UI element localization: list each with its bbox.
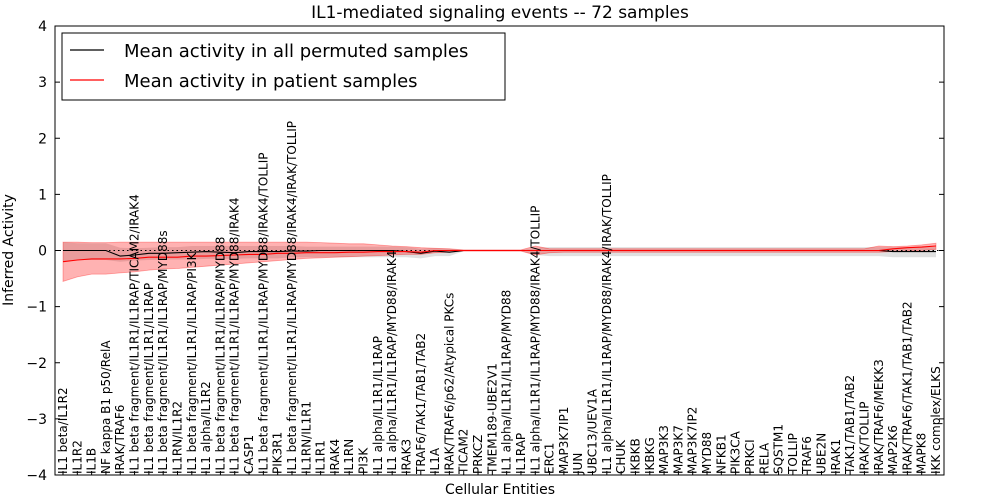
x-tick-label: PIK3CA [729,430,743,474]
x-tick-label: ERC1 [543,443,557,474]
x-tick-label: TRAF6 [800,436,814,475]
x-tick-label: TAK1/TAB1/TAB2 [843,375,857,475]
y-tick-label: −3 [26,412,47,428]
x-tick-label: IL1 beta fragment/IL1R1/IL1RAP/TICAM2/IR… [128,194,142,474]
x-tick-label: IL1B [85,448,99,474]
x-tick-label: IL1RAP [514,433,528,474]
y-tick-label: −2 [26,356,47,372]
band-permuted [63,242,936,262]
x-tick-label: PRKCZ [471,435,485,474]
x-tick-label: IL1 beta fragment/IL1R1/IL1RAP/MYD88/IRA… [228,197,242,474]
plot-frame [54,25,945,476]
x-axis-label: Cellular Entities [445,482,555,498]
x-tick-label: IL1 beta/IL1R2 [56,387,70,474]
x-tick-label: PIK3R1 [271,432,285,474]
y-tick-label: 0 [38,244,47,260]
x-tick-label: IL1 beta fragment/IL1R1/IL1RAP/MYD88s [156,230,170,474]
x-tick-label: IL1 alpha/IL1R2 [199,381,213,474]
x-tick-label: IRAK3 [400,439,414,474]
x-tick-label: IKBKG [643,437,657,474]
x-tick-label: MAP3K3 [657,425,671,474]
x-tick-label: IRAK/TOLLIP [857,402,871,474]
x-tick-label: IRAK/TRAF6/MEKK3 [872,359,886,474]
x-tick-label: TRAF6/TAK1/TAB1/TAB2 [414,333,428,475]
x-tick-label: IL1RN/IL1R1 [299,401,313,474]
x-tick-label: IRAK/TRAF6 [113,405,127,474]
chart-title: IL1-mediated signaling events -- 72 samp… [311,3,689,23]
x-tick-label: CASP1 [242,435,256,474]
x-tick-label: IL1RN/IL1R2 [171,401,185,474]
x-tick-label: IL1 beta fragment/IL1R1/IL1RAP/MYD88/IRA… [256,153,270,474]
x-tick-label: NF kappa B1 p50/RelA [99,340,113,474]
y-tick-label: 3 [38,75,47,91]
x-tick-label: IL1A [428,447,442,474]
series-line-patient [62,245,937,263]
x-tick-label: NFKB1 [714,434,728,474]
x-tick-label: IRAK/TRAF6/p62/Atypical PKCs [442,293,456,474]
x-tick-label: MYD88 [700,432,714,474]
x-tick-label: TICAM2 [457,429,471,475]
x-tick-label: IL1 alpha/IL1R1/IL1RAP/MYD88/IRAK4/TOLLI… [528,206,542,474]
x-tick-label: IRAK1 [829,439,843,474]
y-tick-label: −4 [26,468,47,484]
x-tick-label: IL1 beta fragment/IL1R1/IL1RAP/MYD88/IRA… [285,121,299,474]
x-tick-label: MAP2K6 [886,425,900,474]
x-tick-label: MAP3K7IP2 [686,407,700,474]
x-tick-label: TMEM189-UBE2V1 [485,363,499,475]
x-tick-label: IL1 alpha/IL1R1/IL1RAP/MYD88/IRAK4/IRAK/… [600,174,614,474]
x-tick-label: UBE2N [815,433,829,474]
x-tick-label: IL1 alpha/IL1R1/IL1RAP [371,336,385,474]
x-tick-label: PI3K [357,447,371,474]
x-tick-label: RELA [757,442,771,474]
legend-label-patient: Mean activity in patient samples [124,71,418,92]
x-tick-label: CHUK [614,439,628,474]
x-tick-label: MAP3K7 [671,425,685,474]
x-tick-label: IL1 alpha/IL1R1/IL1RAP/MYD88/IRAK4 [385,251,399,474]
y-tick-label: −1 [26,300,47,316]
x-tick-label: JUN [571,453,585,475]
y-tick-label: 1 [38,187,47,203]
x-tick-label: IKK complex/ELKS [929,366,943,474]
x-tick-label: IL1RN [342,439,356,474]
legend-label-permuted: Mean activity in all permuted samples [124,41,468,62]
y-axis: −4 −3 −2 −1 0 1 2 3 4 [26,19,944,484]
x-tick-label: IL1 beta fragment/IL1R1/IL1RAP/MYD88 [213,237,227,474]
x-tick-label: IL1R2 [70,440,84,474]
x-tick-label: SQSTM1 [772,424,786,474]
x-tick-label: PRKCI [743,439,757,474]
legend: Mean activity in all permuted samples Me… [61,32,506,101]
x-tick-label: IL1R1 [314,440,328,474]
y-tick-label: 4 [38,19,47,35]
x-tick-label: IL1 beta fragment/IL1R1/IL1RAP/PI3K [185,251,199,474]
x-tick-label: IRAK4 [328,439,342,474]
legend-box [61,32,506,101]
x-tick-label: IKBKB [629,438,643,474]
x-tick-label: TOLLIP [786,433,800,475]
x-tick-label: IL1 alpha/IL1R1/IL1RAP/MYD88 [500,290,514,474]
series-lines [55,245,944,263]
x-tick-label: IL1 beta fragment/IL1R1/IL1RAP [142,283,156,474]
y-tick-label: 2 [38,131,47,147]
y-axis-label: Inferred Activity [1,194,17,306]
x-tick-label: MAP3K7IP1 [557,407,571,474]
x-tick-label: UBC13/UEV1A [586,388,600,474]
x-tick-label: MAPK8 [915,433,929,474]
x-tick-label: IRAK/TRAF6/TAK1/TAB1/TAB2 [900,301,914,474]
x-axis: IL1 beta/IL1R2 IL1R2 IL1B NF kappa B1 p50/R… [56,121,943,475]
